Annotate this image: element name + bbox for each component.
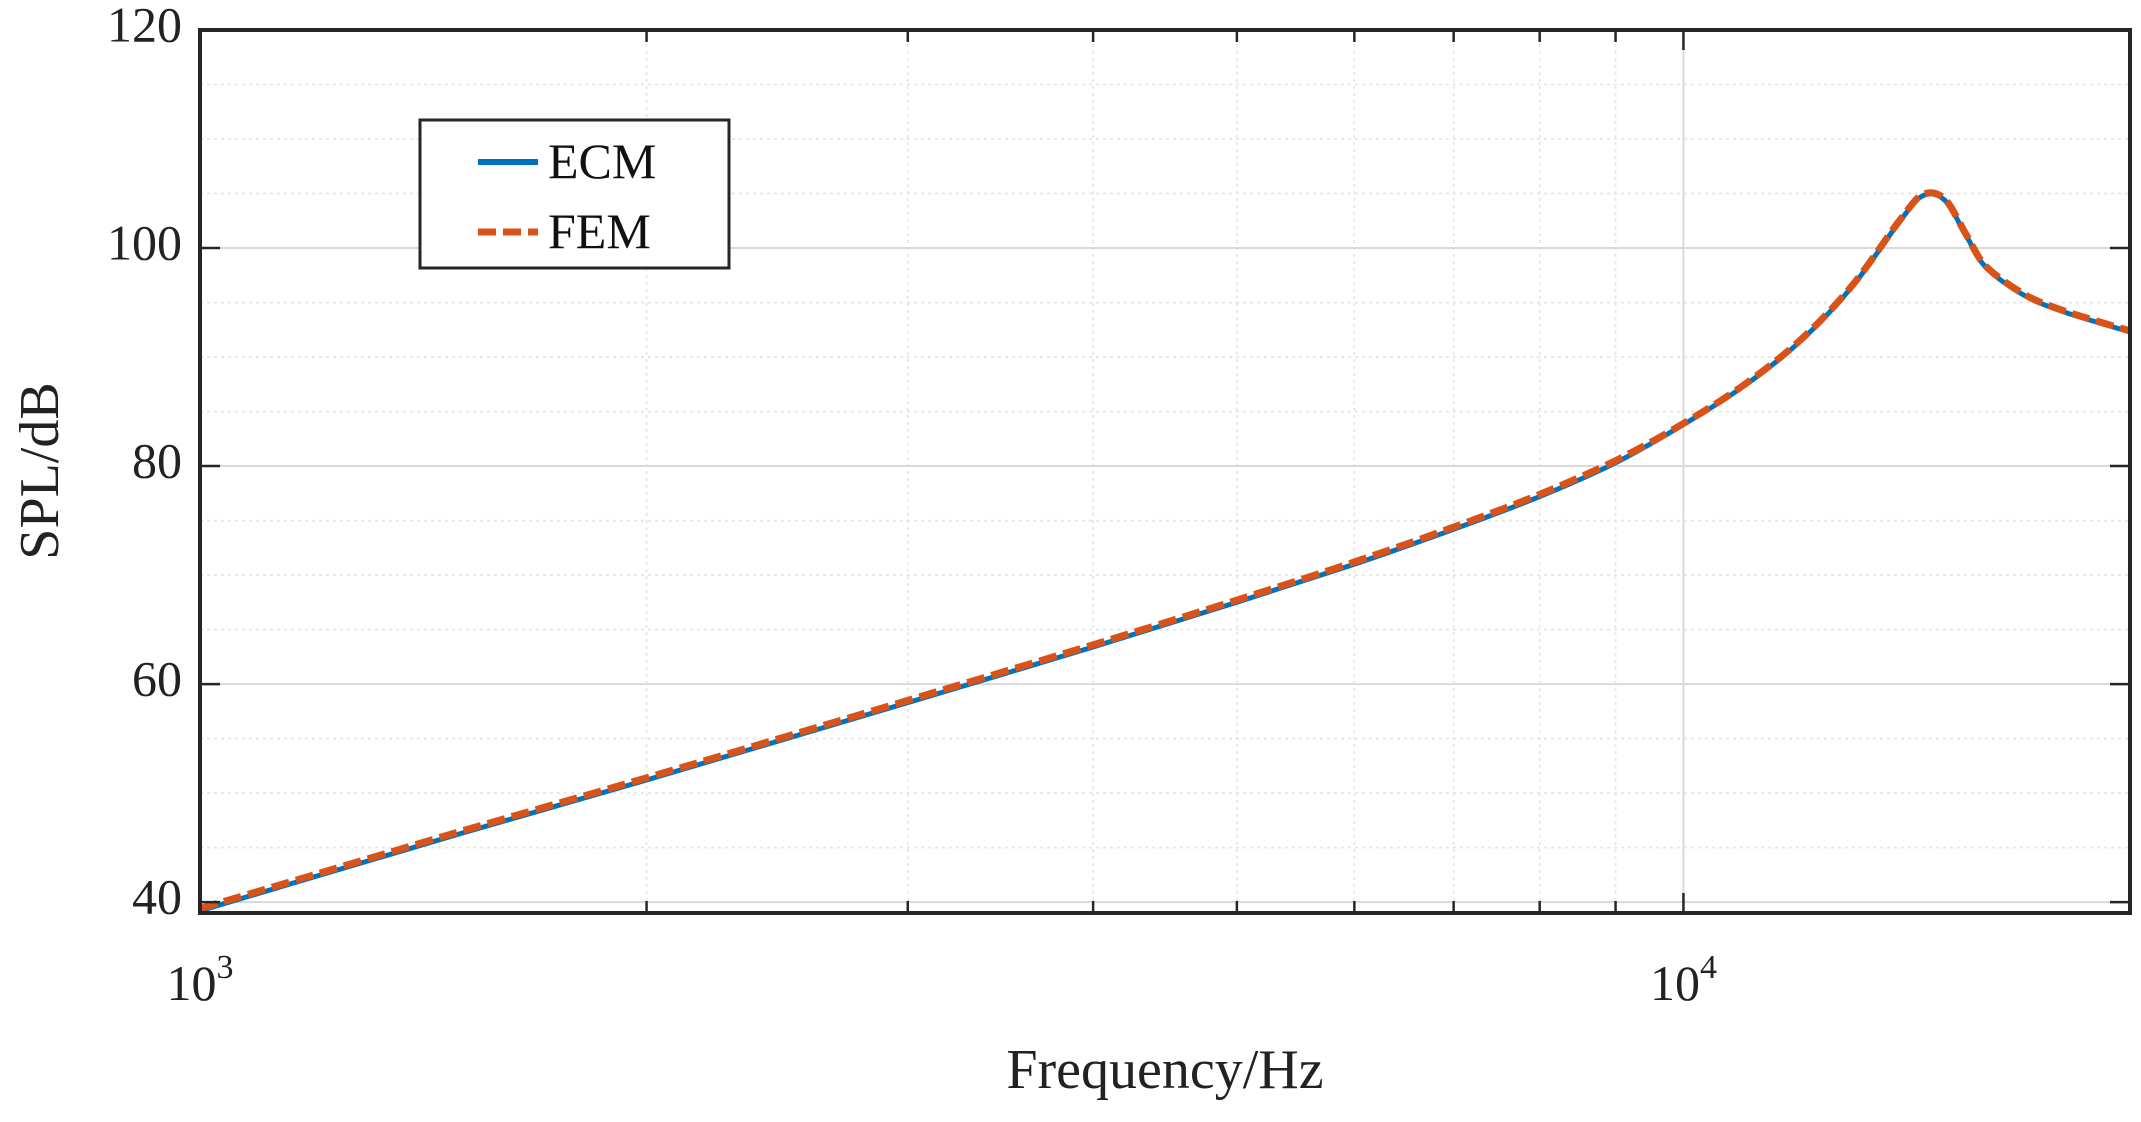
x-tick-label-10000: 104 bbox=[1650, 949, 1717, 1011]
x-tick-label-10000-base: 10 bbox=[1650, 955, 1700, 1011]
series-layer bbox=[199, 189, 2132, 914]
plot-frame bbox=[198, 28, 2132, 915]
legend-box bbox=[418, 118, 731, 270]
y-tick-label-80: 80 bbox=[132, 433, 182, 489]
y-axis-title: SPL/dB bbox=[9, 382, 71, 559]
legend-label-fem: FEM bbox=[548, 203, 651, 259]
legend-label-ecm: ECM bbox=[548, 133, 656, 189]
y-tick-labels: 40 60 80 100 120 bbox=[107, 0, 182, 925]
y-tick-label-40: 40 bbox=[132, 869, 182, 925]
x-tick-label-1000-exponent: 3 bbox=[217, 949, 234, 986]
axis-ticks bbox=[198, 28, 2132, 913]
x-tick-label-1000: 103 bbox=[167, 949, 234, 1011]
legend: ECM FEM bbox=[418, 118, 731, 270]
y-tick-label-120: 120 bbox=[107, 0, 182, 52]
x-tick-label-1000-base: 10 bbox=[167, 955, 217, 1011]
x-tick-label-10000-exponent: 4 bbox=[1700, 949, 1717, 986]
x-axis-title: Frequency/Hz bbox=[1006, 1039, 1323, 1101]
y-tick-label-100: 100 bbox=[107, 214, 182, 270]
y-tick-label-60: 60 bbox=[132, 651, 182, 707]
x-tick-labels: 103 104 bbox=[167, 949, 1717, 1011]
series-line-fem bbox=[199, 189, 2132, 912]
